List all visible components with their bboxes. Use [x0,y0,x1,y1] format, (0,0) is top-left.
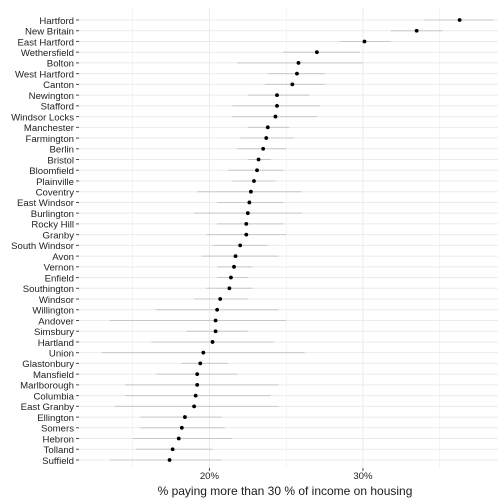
point-bloomfield [255,168,259,173]
category-label-bloomfield: Bloomfield [29,166,74,177]
category-label-andover: Andover [38,316,75,327]
point-union [201,350,206,355]
point-andover [213,318,218,323]
point-berlin [261,146,266,151]
category-label-vernon: Vernon [44,263,74,274]
category-label-coventry: Coventry [36,188,75,199]
point-hebron [176,436,181,441]
category-label-enfield: Enfield [45,273,74,284]
point-plainville [252,179,256,183]
point-windsor-locks [273,114,278,119]
point-new-britain [414,28,419,33]
category-label-stafford: Stafford [41,102,74,113]
category-label-hartland: Hartland [38,338,74,349]
point-glastonbury [198,361,203,366]
point-wethersfield [314,50,319,55]
category-label-tolland: Tolland [44,445,74,456]
x-axis-title: % paying more than 30 % of income on hou… [158,484,413,498]
category-label-simsbury: Simsbury [34,327,74,338]
category-label-east-windsor: East Windsor [17,198,75,209]
x-tick-label: 20% [200,471,220,482]
category-label-somers: Somers [41,424,74,435]
point-willington [215,307,220,312]
x-tick-labels: 20% 30% [200,468,373,482]
point-ellington [183,415,187,419]
category-label-bolton: Bolton [47,59,74,70]
x-tick-label: 30% [353,471,373,482]
category-label-southington: Southington [23,284,74,295]
point-stafford [275,103,279,108]
point-vernon [232,264,236,269]
category-label-berlin: Berlin [49,145,74,156]
point-hartford [457,18,462,22]
category-label-newington: Newington [29,91,74,102]
point-canton [290,82,295,87]
category-label-wethersfield: Wethersfield [21,48,74,59]
grid-lines [79,8,498,468]
point-southington [227,286,232,291]
category-label-granby: Granby [43,230,75,241]
category-label-west-hartford: West Hartford [15,69,74,80]
point-columbia [193,393,198,398]
point-east-granby [192,404,197,409]
category-label-hartford: Hartford [39,16,74,27]
category-label-bristol: Bristol [47,155,74,166]
category-label-union: Union [49,348,74,359]
category-label-ellington: Ellington [37,413,74,424]
category-label-canton: Canton [43,80,74,91]
category-label-burlington: Burlington [31,209,74,220]
point-farmington [264,136,269,140]
category-label-manchester: Manchester [24,123,75,134]
point-manchester [265,125,270,130]
point-coventry [248,189,253,194]
point-windsor [218,297,223,301]
point-marlborough [195,382,200,387]
point-burlington [245,211,250,216]
point-east-windsor [247,200,252,205]
category-label-farmington: Farmington [25,134,74,145]
point-granby [244,232,249,237]
point-mansfield [195,372,200,377]
category-label-avon: Avon [52,252,74,263]
point-suffield [167,458,172,462]
category-label-plainville: Plainville [36,177,74,188]
point-newington [275,93,279,98]
point-tolland [170,447,175,452]
point-somers [179,425,184,430]
category-label-south-windsor: South Windsor [11,241,75,252]
category-label-new-britain: New Britain [25,27,74,38]
category-label-suffield: Suffield [42,456,74,467]
category-label-hebron: Hebron [43,434,74,445]
category-label-willington: Willington [32,306,74,317]
point-east-hartford [362,39,367,44]
interval-lines [102,19,494,461]
category-label-columbia: Columbia [33,391,74,402]
category-label-rocky-hill: Rocky Hill [31,220,74,231]
point-enfield [229,275,233,280]
point-rocky-hill [244,222,249,226]
point-bolton [296,61,301,65]
point-south-windsor [238,243,243,248]
point-simsbury [213,329,218,334]
category-label-glastonbury: Glastonbury [22,359,74,370]
category-label-east-hartford: East Hartford [17,37,74,48]
category-label-marlborough: Marlborough [20,381,74,392]
category-label-mansfield: Mansfield [33,370,74,381]
point-west-hartford [295,71,299,76]
category-label-windsor: Windsor [39,295,75,306]
point-bristol [256,157,261,162]
data-points [167,18,462,462]
point-avon [233,254,238,258]
category-label-windsor-locks: Windsor Locks [11,112,74,123]
point-hartland [210,340,215,344]
category-label-east-granby: East Granby [21,402,75,413]
